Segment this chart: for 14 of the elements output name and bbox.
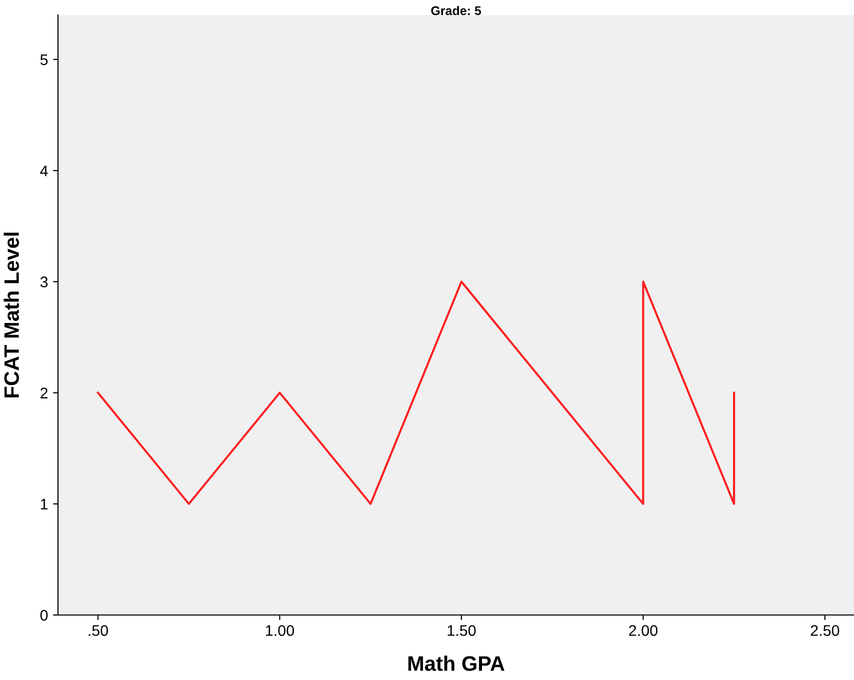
y-tick-label: 3 bbox=[40, 276, 48, 288]
y-axis-title: FCAT Math Level bbox=[4, 232, 19, 398]
y-tick-label: 4 bbox=[40, 166, 48, 176]
y-tick-label: 0 bbox=[40, 610, 48, 621]
y-tick-label: 5 bbox=[40, 54, 48, 66]
x-axis-title: Math GPA bbox=[408, 656, 504, 671]
x-tick-label: .50 bbox=[88, 625, 108, 636]
x-tick-label: 1.50 bbox=[448, 625, 476, 636]
x-tick-label: 1.00 bbox=[266, 625, 294, 636]
x-tick-label: 2.00 bbox=[629, 625, 658, 636]
chart-title: Grade: 5 bbox=[431, 6, 482, 16]
y-tick-label: 1 bbox=[40, 498, 48, 510]
x-tick-label: 2.50 bbox=[810, 625, 840, 636]
y-tick-label: 2 bbox=[40, 388, 48, 398]
